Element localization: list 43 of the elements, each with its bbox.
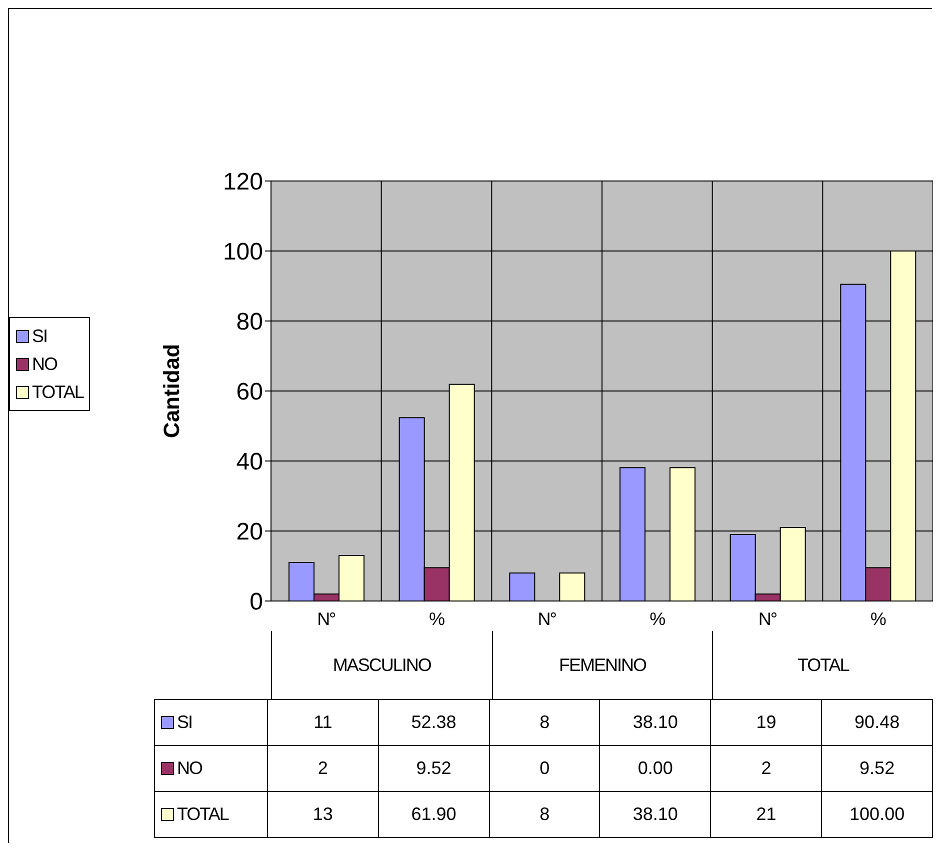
- data-label: 2: [268, 746, 378, 792]
- data-label: 38.10: [600, 700, 711, 746]
- data-label: 19: [710, 700, 822, 746]
- data-label: 38.10: [600, 792, 711, 838]
- data-label: 0: [489, 746, 600, 792]
- x-tick-label: %: [428, 609, 445, 629]
- y-tick-label: 80: [236, 308, 263, 336]
- text: FEMENINO: [492, 631, 712, 699]
- bar: [559, 572, 586, 601]
- legend-label: NO: [154, 746, 268, 792]
- data-label: 2: [710, 746, 822, 792]
- text: SI: [32, 326, 48, 346]
- data-label: 8: [489, 792, 600, 838]
- x-tick-label: N°: [317, 609, 336, 629]
- text: TOTAL: [32, 382, 84, 402]
- data-label: 61.90: [378, 792, 490, 838]
- x-tick-label: N°: [538, 609, 557, 629]
- legend-label: TOTAL: [154, 792, 268, 838]
- text: NO: [32, 354, 57, 374]
- y-tick-label: 40: [236, 448, 263, 476]
- data-label: 11: [268, 700, 378, 746]
- x-tick-label: %: [870, 609, 886, 629]
- y-tick-label: 120: [222, 168, 263, 196]
- x-tick-label: N°: [758, 609, 778, 629]
- bar: [509, 572, 536, 601]
- y-axis-title: Cantidad: [158, 344, 184, 438]
- y-tick-label: 100: [222, 238, 263, 266]
- data-label: 90.48: [822, 700, 932, 746]
- y-tick-label: 60: [236, 378, 263, 406]
- data-label: 100.00: [822, 792, 932, 838]
- data-label: 13: [268, 792, 378, 838]
- data-label: 8: [489, 700, 600, 746]
- data-label: 52.38: [378, 700, 490, 746]
- text: MASCULINO: [271, 631, 492, 699]
- x-tick-label: %: [650, 609, 666, 629]
- data-label: 9.52: [822, 746, 932, 792]
- y-tick-label: 20: [236, 518, 263, 546]
- data-label: 0.00: [600, 746, 711, 792]
- data-label: 21: [710, 792, 822, 838]
- y-tick-label: 0: [250, 588, 263, 616]
- text: TOTAL: [712, 631, 933, 699]
- data-label: 9.52: [378, 746, 490, 792]
- legend-label: SI: [154, 700, 268, 746]
